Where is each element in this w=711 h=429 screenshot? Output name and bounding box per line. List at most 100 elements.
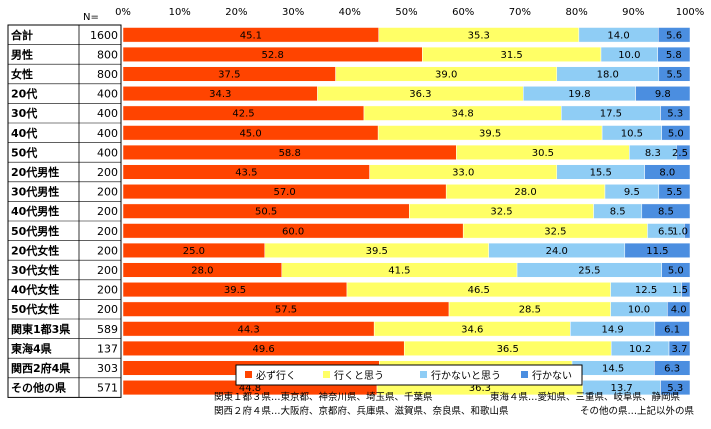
- n-value: 400: [97, 107, 118, 120]
- value-label: 36.3: [469, 383, 491, 394]
- value-label: 5.8: [666, 50, 682, 61]
- bar-segment: [624, 242, 691, 258]
- category-label: 女性: [11, 67, 33, 81]
- bar-segment: [668, 340, 691, 356]
- x-tick-label: 90%: [622, 7, 644, 18]
- legend-frame: [235, 364, 583, 386]
- value-label: 37.5: [218, 70, 240, 81]
- value-label: 1.5: [672, 285, 688, 296]
- category-label: 40代女性: [11, 283, 59, 297]
- value-label: 28.0: [514, 187, 536, 198]
- value-label: 11.5: [646, 246, 668, 257]
- value-label: 39.5: [366, 246, 388, 257]
- value-label: 5.0: [668, 128, 684, 139]
- value-label: 6.3: [664, 364, 680, 375]
- value-label: 15.5: [590, 168, 612, 179]
- value-label: 5.5: [666, 70, 682, 81]
- n-value: 1600: [90, 29, 118, 42]
- x-axis-ticks: 0% 10% 20% 30% 40% 50% 60% 70% 80% 90% 100%: [115, 7, 704, 18]
- value-label: 34.8: [452, 109, 474, 120]
- legend-swatch: [521, 371, 528, 378]
- bar-segment: [661, 125, 691, 141]
- value-label: 30.5: [532, 148, 554, 159]
- note-text: その他の県…上記以外の県: [580, 405, 695, 417]
- n-value: 400: [97, 88, 118, 101]
- n-value: 200: [97, 166, 118, 179]
- value-label: 57.5: [275, 305, 297, 316]
- value-label: 44.8: [239, 383, 261, 394]
- legend-swatch: [420, 371, 427, 378]
- value-label: 42.5: [232, 109, 254, 120]
- value-label: 31.5: [501, 50, 523, 61]
- value-label: 5.3: [667, 109, 683, 120]
- value-label: 50.5: [255, 207, 277, 218]
- category-label: 40代男性: [11, 204, 59, 218]
- bar-segment: [658, 184, 691, 200]
- value-label: 4.0: [671, 305, 687, 316]
- bar-segment: [661, 262, 691, 278]
- x-tick-label: 40%: [339, 7, 361, 18]
- category-label: 東海4県: [11, 341, 52, 355]
- value-label: 10.0: [628, 305, 650, 316]
- value-label: 9.5: [624, 187, 640, 198]
- bar-segment: [660, 380, 691, 396]
- legend: 必ず行く 行くと思う 行かないと思う 行かない: [235, 364, 583, 386]
- category-label: 20代女性: [11, 243, 59, 257]
- value-label: 33.0: [452, 168, 474, 179]
- category-label: 50代女性: [11, 302, 59, 316]
- value-label: 5.0: [668, 266, 684, 277]
- value-label: 36.5: [497, 344, 519, 355]
- category-label: 50代男性: [11, 224, 59, 238]
- value-label: 9.8: [655, 89, 671, 100]
- bar-segment: [641, 203, 691, 219]
- value-label: 32.5: [544, 226, 566, 237]
- value-label: 52.8: [262, 50, 284, 61]
- category-label: 関西2府4県: [11, 361, 70, 375]
- value-label: 8.0: [659, 168, 675, 179]
- value-label: 6.5: [658, 226, 674, 237]
- n-value: 400: [97, 146, 118, 159]
- value-label: 39.5: [224, 285, 246, 296]
- x-tick-label: 20%: [225, 7, 247, 18]
- value-label: 34.6: [461, 324, 483, 335]
- value-label: 57.0: [273, 187, 295, 198]
- table-frame: [7, 24, 122, 398]
- value-label: 46.5: [468, 285, 490, 296]
- value-label: 39.0: [435, 70, 457, 81]
- x-tick-label: 100%: [676, 7, 705, 18]
- value-label: 45.1: [240, 30, 262, 41]
- value-label: 17.5: [600, 109, 622, 120]
- value-label: 14.0: [607, 30, 629, 41]
- value-label: 49.6: [252, 344, 274, 355]
- bar-segment: [667, 301, 691, 317]
- value-label: 25.5: [578, 266, 600, 277]
- legend-label: 行かない: [532, 369, 572, 382]
- category-label: その他の県: [11, 381, 66, 395]
- category-label: 20代男性: [11, 165, 59, 179]
- n-value: 400: [97, 127, 118, 140]
- bar-segment: [654, 360, 691, 376]
- legend-swatch: [245, 371, 252, 378]
- value-label: 8.3: [645, 148, 661, 159]
- category-label: 30代男性: [11, 185, 59, 199]
- value-label: 28.0: [191, 266, 213, 277]
- n-header: N=: [83, 12, 99, 23]
- value-label: 14.5: [602, 364, 624, 375]
- note-text: 関東１都３県…東京都、神奈川県、埼玉県、千葉県: [214, 391, 433, 403]
- n-value: 800: [97, 48, 118, 61]
- value-label: 24.0: [546, 246, 568, 257]
- bar-segment: [654, 321, 690, 337]
- n-value: 200: [97, 264, 118, 277]
- bar-segment: [684, 223, 691, 239]
- notes: 関東１都３県…東京都、神奈川県、埼玉県、千葉県 東海４県…愛知県、三重県、岐阜県、…: [214, 391, 695, 417]
- n-value: 200: [97, 205, 118, 218]
- value-label: 39.5: [479, 128, 501, 139]
- n-value: 200: [97, 244, 118, 257]
- x-tick-label: 60%: [452, 7, 474, 18]
- value-label: 58.8: [279, 148, 301, 159]
- value-label: 25.0: [183, 246, 205, 257]
- value-label: 18.0: [597, 70, 619, 81]
- bars: 45.1 35.3 14.0 5.6 52.8 31.5 10.0 5.8 37.5 39.0 18…: [122, 27, 691, 396]
